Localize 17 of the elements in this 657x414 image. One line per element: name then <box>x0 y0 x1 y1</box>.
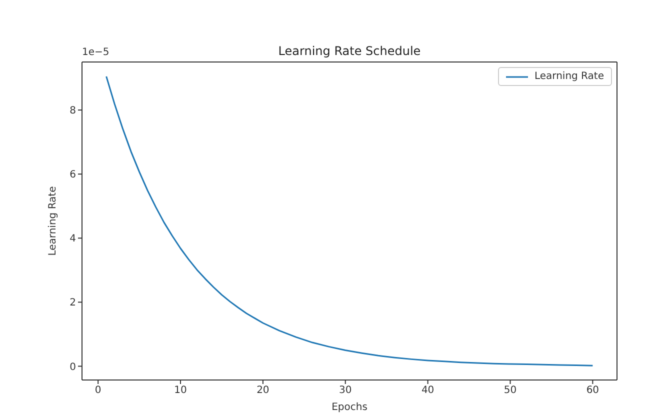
text: 1e−5 <box>82 47 110 58</box>
x-tick-label: 60 <box>586 385 600 396</box>
x-axis-title: Epochs <box>332 402 368 413</box>
x-tick-label: 50 <box>504 385 517 396</box>
x-tick-label: 0 <box>94 385 102 396</box>
y-tick-label: 4 <box>70 234 76 245</box>
y-tick-label: 8 <box>70 106 76 117</box>
x-tick-label: 20 <box>256 385 270 396</box>
x-tick-label: 10 <box>174 385 187 396</box>
y-tick-label: 6 <box>70 170 76 181</box>
x-tick-label: 40 <box>421 385 434 396</box>
y-tick-label: 0 <box>70 362 76 373</box>
x-tick-label: 30 <box>339 385 352 396</box>
chart-title: Learning Rate Schedule <box>278 44 421 58</box>
y-axis-title: Learning Rate <box>48 186 59 256</box>
y-tick-label: 2 <box>70 298 76 309</box>
legend-label: Learning Rate <box>534 71 604 82</box>
